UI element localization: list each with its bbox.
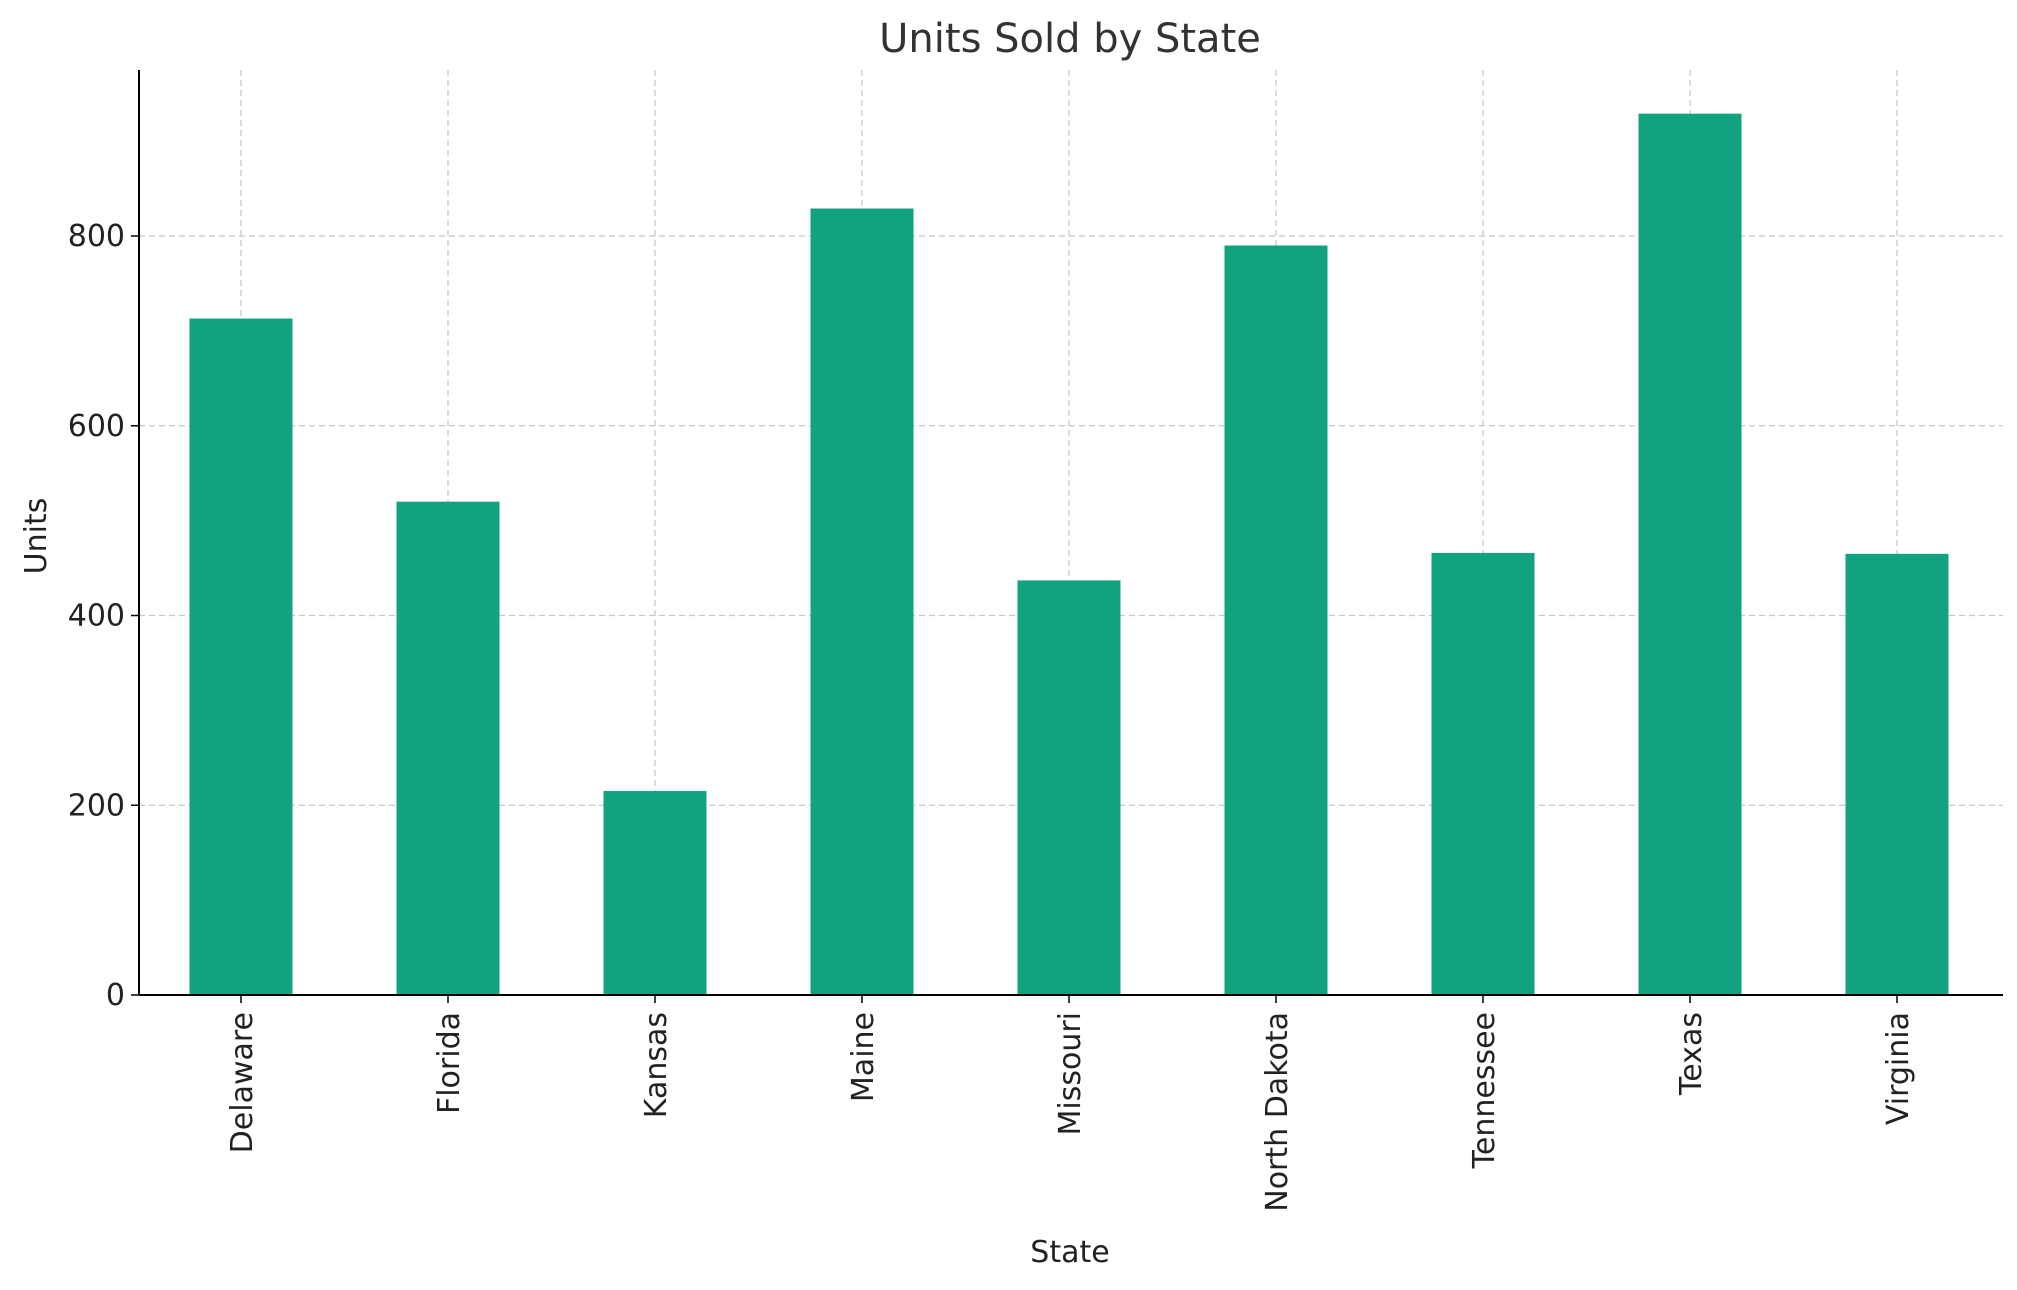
x-tick-label: Kansas — [639, 1012, 674, 1118]
x-tick-label: Maine — [846, 1012, 881, 1102]
bar-texas — [1638, 113, 1742, 995]
x-tick-label: Florida — [432, 1012, 467, 1114]
y-tick-label: 800 — [68, 219, 125, 254]
bar-florida — [396, 501, 500, 995]
y-tick-labels: 0 200 400 600 800 — [68, 219, 139, 1013]
bar-maine — [810, 208, 914, 995]
y-tick-label: 400 — [68, 599, 125, 634]
bar-north-dakota — [1224, 245, 1328, 995]
x-tick-label: Tennessee — [1467, 1012, 1502, 1169]
y-tick-label: 200 — [68, 788, 125, 823]
bar-delaware — [189, 318, 293, 996]
x-tick-label: Missouri — [1053, 1012, 1088, 1136]
axes — [138, 70, 2003, 996]
bar-virginia — [1845, 553, 1949, 995]
x-tick-labels: Delaware Florida Kansas Maine Missouri North … — [225, 995, 1916, 1212]
bar-missouri — [1017, 580, 1121, 995]
y-tick-label: 600 — [68, 409, 125, 444]
y-axis-label: Units — [19, 498, 54, 575]
x-tick-label: Texas — [1674, 1012, 1709, 1096]
x-axis-label: State — [1030, 1235, 1109, 1270]
chart-title: Units Sold by State — [879, 16, 1261, 62]
bar-tennessee — [1431, 552, 1535, 995]
x-tick-label: North Dakota — [1260, 1012, 1295, 1212]
x-tick-label: Virginia — [1881, 1012, 1916, 1125]
x-tick-label: Delaware — [225, 1012, 260, 1153]
bars — [189, 113, 1949, 996]
bar-kansas — [603, 791, 707, 995]
y-tick-label: 0 — [106, 978, 125, 1013]
